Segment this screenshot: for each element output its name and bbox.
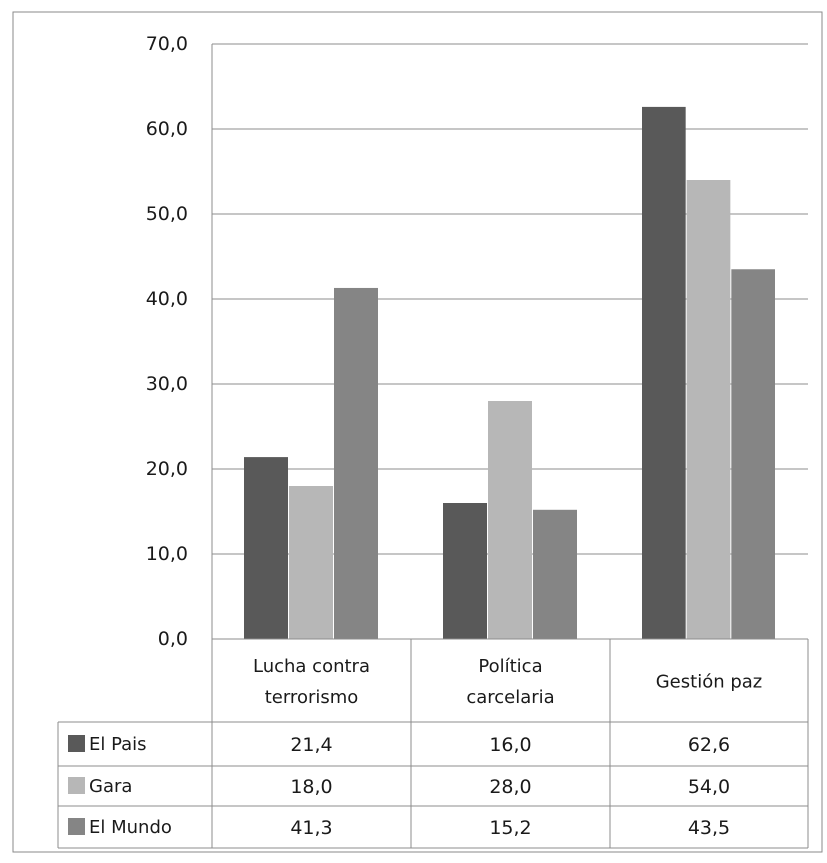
data-label: 16,0 <box>489 734 531 756</box>
bar <box>731 269 775 639</box>
bar <box>244 457 288 639</box>
y-tick-label: 20,0 <box>146 458 188 480</box>
data-label: 41,3 <box>290 817 332 839</box>
data-label: 21,4 <box>290 734 332 756</box>
data-label: 28,0 <box>489 776 531 798</box>
data-label: 54,0 <box>688 776 730 798</box>
bar <box>334 287 378 639</box>
x-tick-label: terrorismo <box>265 687 359 708</box>
data-label: 62,6 <box>688 734 730 756</box>
y-tick-label: 30,0 <box>146 373 188 395</box>
legend-key <box>68 735 85 752</box>
y-tick-label: 70,0 <box>146 33 188 55</box>
bar <box>443 503 487 639</box>
data-label: 43,5 <box>688 817 730 839</box>
bar <box>289 486 333 639</box>
x-tick-label: Política <box>478 656 542 677</box>
legend-label: Gara <box>89 776 132 797</box>
data-label: 15,2 <box>489 817 531 839</box>
y-tick-label: 10,0 <box>146 543 188 565</box>
chart-border <box>12 11 823 853</box>
data-label: 18,0 <box>290 776 332 798</box>
x-tick-label: carcelaria <box>466 687 554 708</box>
bar <box>642 106 686 639</box>
legend-key <box>68 818 85 835</box>
bar <box>533 509 577 639</box>
y-tick-label: 50,0 <box>146 203 188 225</box>
legend-label: El Pais <box>89 734 147 755</box>
legend-label: El Mundo <box>89 817 172 838</box>
y-tick-label: 0,0 <box>158 628 188 650</box>
y-tick-label: 60,0 <box>146 118 188 140</box>
x-tick-label: Lucha contra <box>253 656 370 677</box>
x-tick-label: Gestión paz <box>656 672 763 693</box>
bar <box>488 401 532 639</box>
y-tick-label: 40,0 <box>146 288 188 310</box>
bar <box>686 180 731 639</box>
legend-key <box>68 777 85 794</box>
